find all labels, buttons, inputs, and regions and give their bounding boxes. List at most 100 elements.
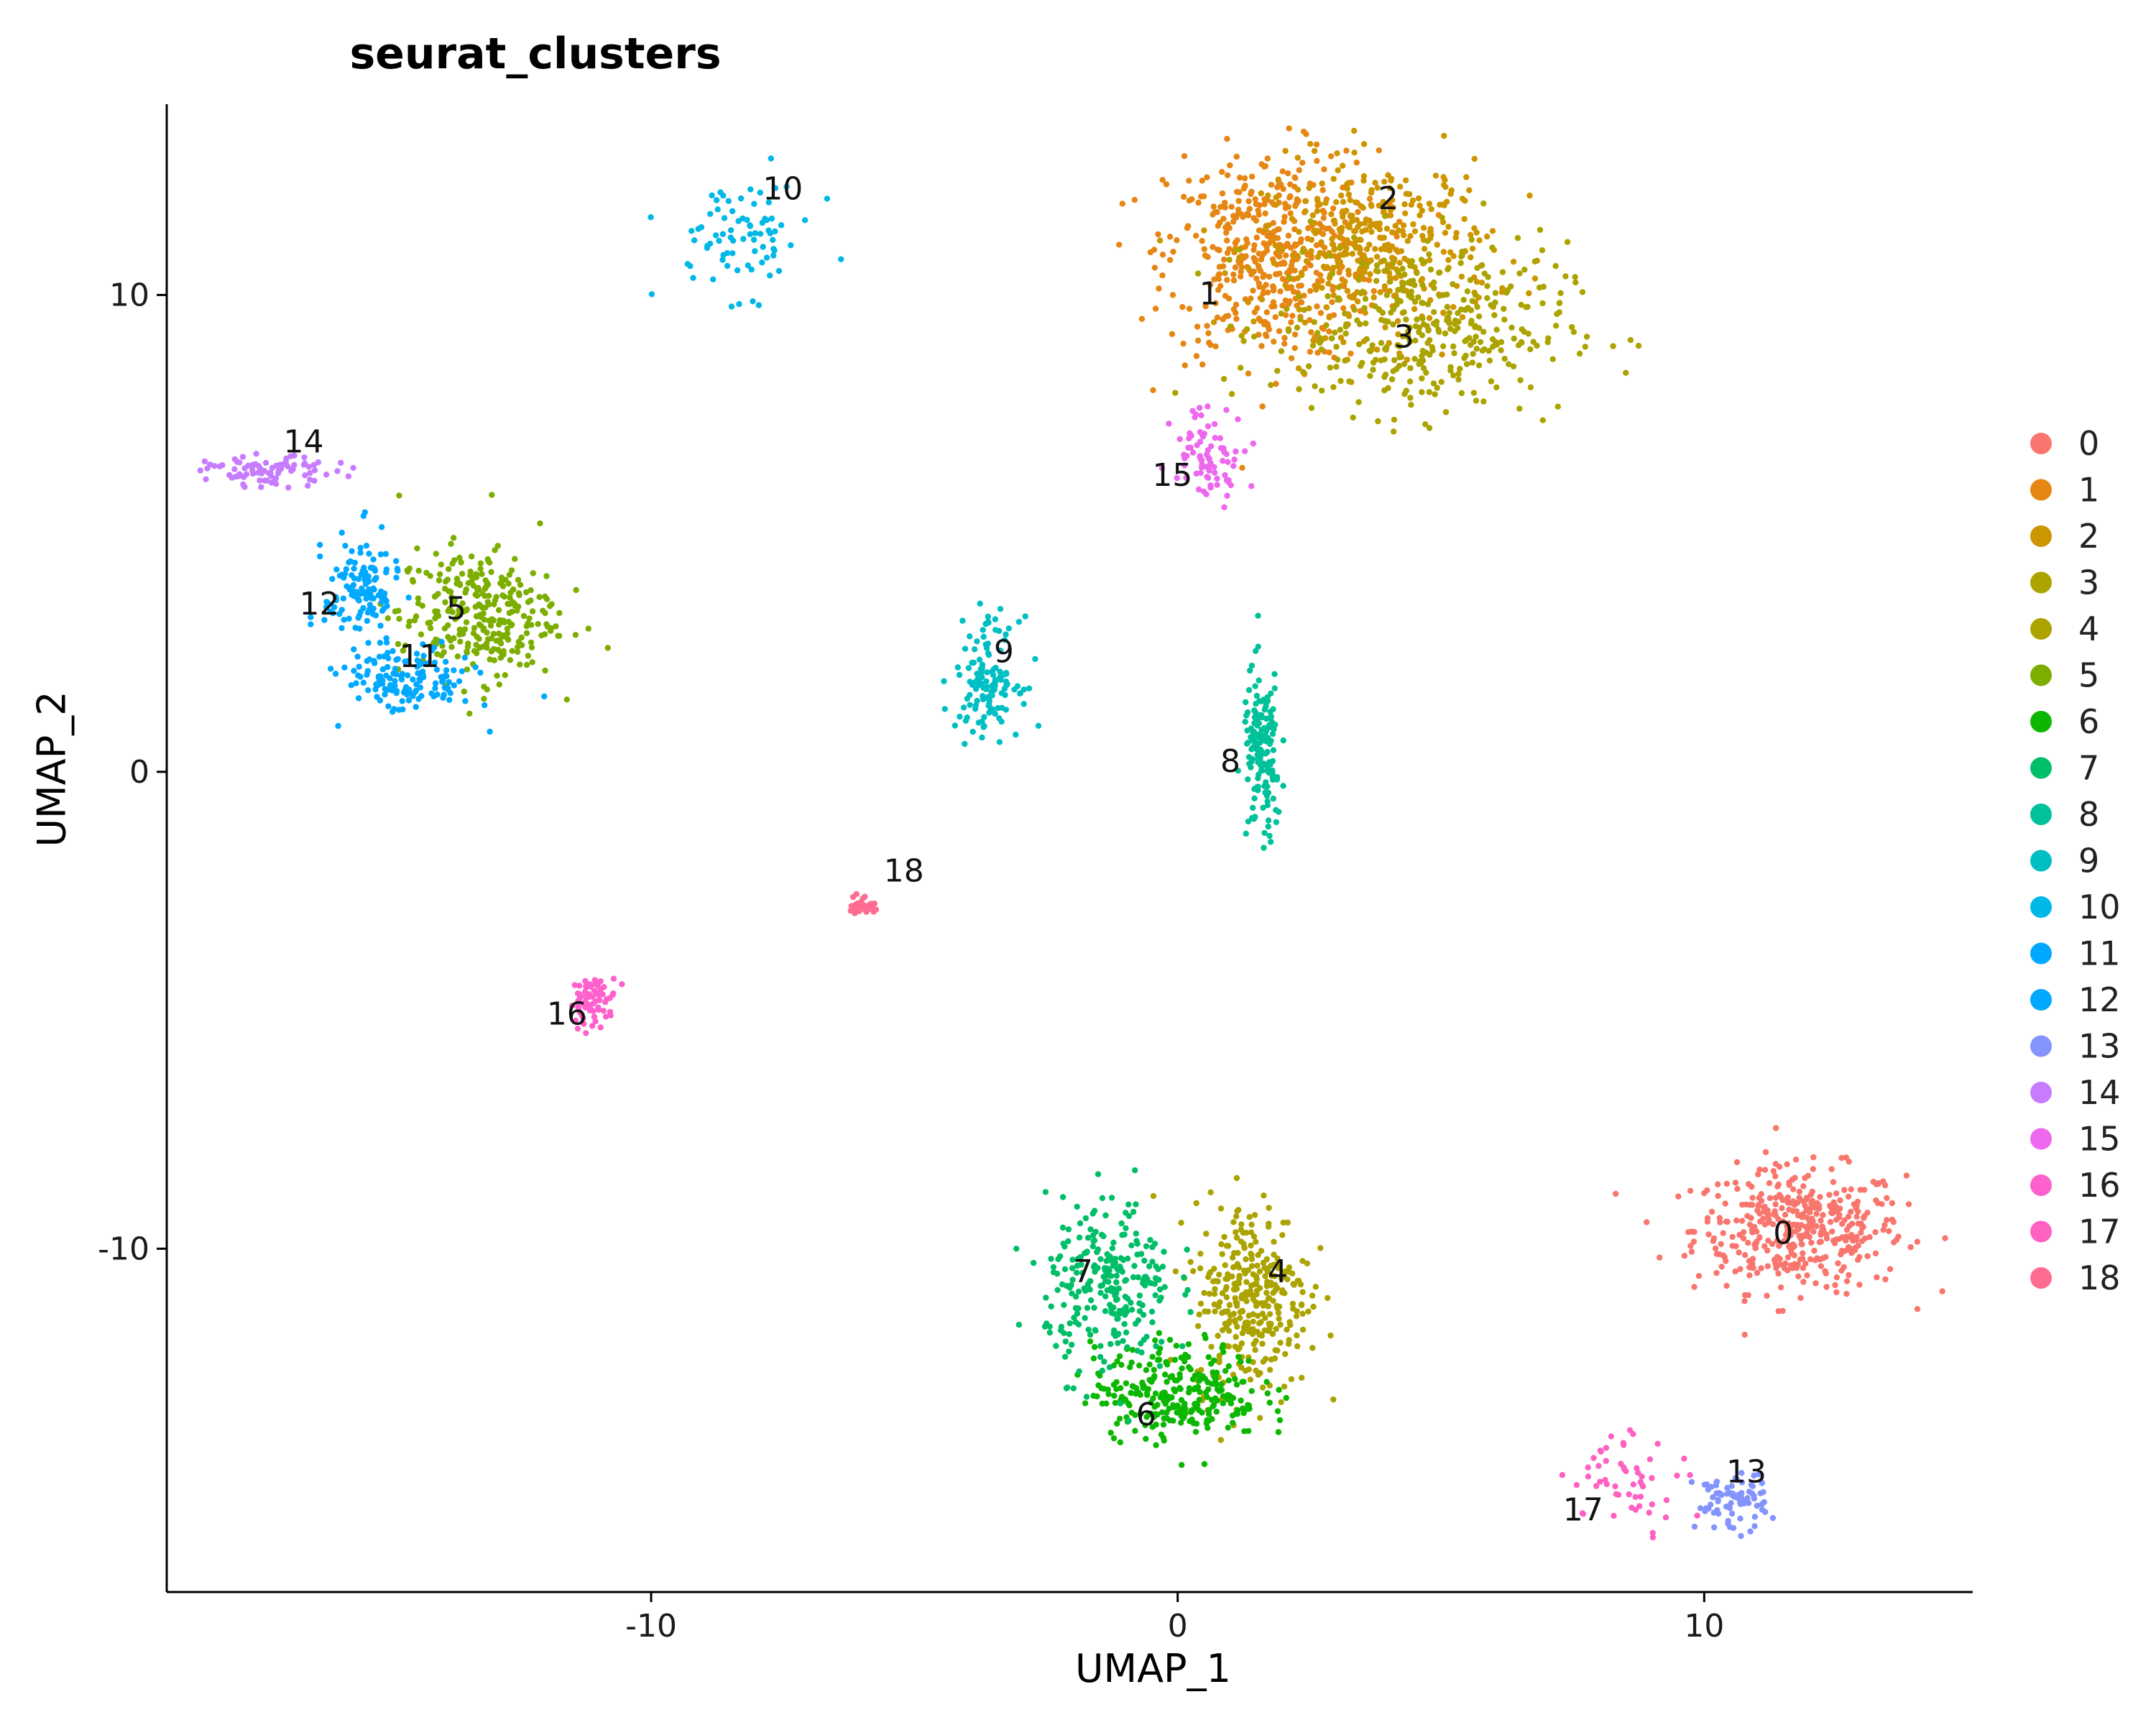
cell-point [1271,685,1279,691]
cluster-label-11: 11 [400,638,440,675]
cell-point [1268,1320,1274,1328]
cell-point [998,690,1005,696]
cell-point [486,601,492,608]
cell-point [1355,341,1363,348]
cell-point [1890,1219,1897,1225]
cell-point [1206,1417,1212,1424]
cell-point [1363,216,1370,224]
cell-point [592,1018,599,1025]
cell-point [1424,323,1430,329]
cell-point [1302,265,1309,272]
cell-point [1399,228,1406,234]
cell-point [415,567,422,574]
cell-point [987,707,994,714]
cell-point [367,602,373,608]
cell-point [1261,783,1268,789]
cell-point [1341,249,1348,257]
cell-point [308,621,314,627]
cell-point [1063,1385,1070,1392]
cell-point [573,586,579,594]
cell-point [1872,1229,1879,1236]
cell-point [1062,1338,1069,1345]
cell-point [1415,294,1422,300]
cell-point [1374,346,1381,353]
cell-point [1639,1482,1646,1489]
cell-point [997,606,1004,612]
cell-point [438,638,445,645]
cell-point [1314,157,1320,165]
cell-point [1266,222,1272,229]
cell-point [1559,1472,1566,1478]
cell-point [342,543,349,549]
cell-point [983,678,990,685]
cell-point [1320,263,1327,270]
cell-point [1206,456,1213,462]
cell-point [1812,1257,1819,1264]
cell-point [1756,1234,1763,1241]
cell-point [1463,174,1470,180]
cell-point [1235,1207,1242,1213]
cell-point [1250,816,1257,822]
cell-point [1893,1236,1900,1243]
cell-point [1275,1429,1282,1435]
cell-point [1116,1415,1123,1422]
cell-point [1751,1495,1758,1502]
cluster-18-points [847,891,880,916]
legend-swatch-6 [2030,711,2052,732]
cell-point [1268,713,1274,719]
cell-point [1758,1265,1764,1271]
cell-point [1755,1471,1762,1478]
cell-point [207,461,213,468]
cell-point [1681,1455,1687,1462]
cell-point [1181,1274,1187,1281]
cell-point [1319,231,1327,237]
cell-point [1846,1271,1852,1279]
cell-point [1043,1294,1049,1301]
cell-point [1572,279,1579,286]
cell-point [1269,773,1276,781]
cell-point [1301,306,1307,313]
cell-point [1489,228,1496,234]
cell-point [1245,776,1251,783]
cell-point [1273,380,1279,387]
cell-point [1229,1254,1236,1261]
cell-point [1087,1331,1094,1338]
cell-point [1342,310,1348,317]
cell-point [1649,1534,1657,1541]
cell-point [1001,637,1008,643]
cell-point [1732,1179,1739,1186]
cell-point [517,661,523,668]
cell-point [838,256,844,262]
cell-point [1298,236,1304,243]
cell-point [765,199,773,206]
cell-point [1401,201,1408,208]
cell-point [262,459,270,466]
cell-point [1907,1244,1914,1251]
cell-point [1775,1181,1782,1188]
cell-point [523,623,530,630]
cell-point [755,302,763,308]
cell-point [1070,1385,1077,1392]
cell-point [1247,667,1253,674]
cell-point [710,276,717,282]
cell-point [1263,1266,1271,1272]
cell-point [1256,677,1262,684]
cell-point [1288,355,1295,362]
cell-point [996,627,1003,634]
cell-point [1120,1338,1126,1344]
cluster-label-14: 14 [283,423,323,460]
cell-point [241,474,247,480]
cell-point [1430,380,1437,387]
cell-point [1077,1254,1084,1261]
cell-point [1468,341,1474,349]
cell-point [1468,254,1474,261]
cell-point [1176,436,1183,443]
cell-point [1342,278,1348,285]
cell-point [1265,764,1271,771]
cell-point [1110,1435,1118,1442]
cell-point [688,228,695,234]
cell-point [586,991,593,998]
cell-point [1287,210,1294,216]
cell-point [1733,1243,1739,1250]
cell-point [1463,336,1470,344]
